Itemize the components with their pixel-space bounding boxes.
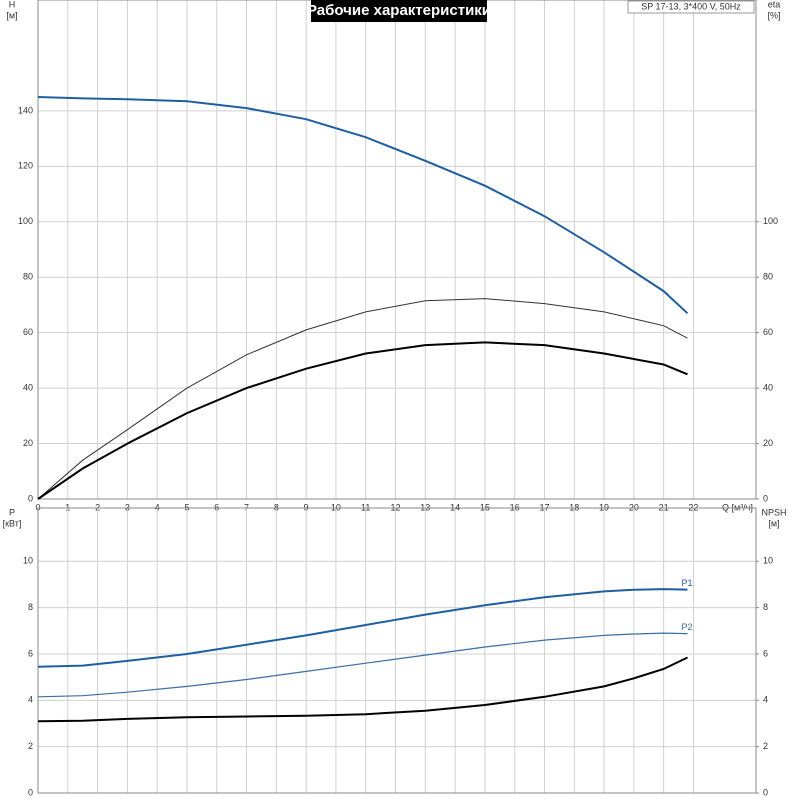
x-tick-label: 17 [539,502,549,512]
y-axis-unit: [кВт] [3,518,22,528]
y2-tick-label: 6 [763,648,768,658]
x-tick-label: 9 [304,502,309,512]
x-tick-label: 10 [331,502,341,512]
y2-tick-label: 100 [763,216,778,226]
x-tick-label: 5 [184,502,189,512]
x-tick-label: 22 [688,502,698,512]
x-tick-label: 1 [65,502,70,512]
y-tick-label: 20 [23,438,33,448]
x-tick-label: 0 [35,502,40,512]
y-tick-label: 140 [18,105,33,115]
y-tick-label: 60 [23,327,33,337]
x-tick-label: 4 [155,502,160,512]
x-tick-label: 7 [244,502,249,512]
y2-tick-label: 40 [763,382,773,392]
grid [37,0,756,500]
x-tick-label: 8 [274,502,279,512]
y2-tick-label: 80 [763,272,773,282]
series-line [37,341,688,500]
y-tick-label: 120 [18,161,33,171]
y-tick-label: 40 [23,382,33,392]
y2-tick-label: 0 [763,493,768,503]
series-line [37,632,688,698]
y-tick-label: 0 [28,493,33,503]
y2-tick-label: 2 [763,741,768,751]
plot-frame [37,0,757,500]
y2-tick-label: 8 [763,602,768,612]
y2-tick-label: 60 [763,327,773,337]
y-axis-unit: [м] [6,10,17,20]
y-axis-label: P [9,507,15,517]
x-axis-label: Q [м³/ч] [722,502,753,512]
x-tick-label: 19 [599,502,609,512]
series-line [37,298,688,500]
x-tick-label: 16 [510,502,520,512]
series-line [37,656,688,723]
annotation: SP 17-13, 3*400 V, 50Hz [641,1,741,11]
series-line [37,96,689,315]
series-line [37,588,688,668]
y-tick-label: 10 [23,556,33,566]
y-axis-label: H [9,0,16,9]
x-tick-label: 20 [629,502,639,512]
y-tick-label: 2 [28,741,33,751]
x-tick-label: 2 [95,502,100,512]
grid [37,508,756,794]
x-tick-label: 12 [391,502,401,512]
x-tick-label: 18 [569,502,579,512]
y-tick-label: 0 [28,787,33,797]
y-tick-label: 100 [18,216,33,226]
series-label: P2 [681,622,692,632]
x-tick-label: 11 [361,502,370,512]
y2-axis-unit: [м] [768,518,779,528]
y-tick-label: 80 [23,272,33,282]
plot-frame [37,507,757,794]
x-tick-label: 21 [659,502,669,512]
x-tick-label: 6 [214,502,219,512]
y2-tick-label: 0 [763,787,768,797]
x-tick-label: 3 [125,502,130,512]
annotation-box [627,0,755,14]
y2-tick-label: 20 [763,438,773,448]
chart-title: Рабочие характеристики [307,2,491,19]
x-tick-label: 13 [420,502,430,512]
series-label: P1 [681,578,692,588]
y2-tick-label: 4 [763,695,768,705]
y2-tick-label: 10 [763,556,773,566]
y2-axis-label: eta [768,0,781,9]
title-box [311,0,487,22]
x-tick-label: 15 [480,502,490,512]
y2-axis-label: NPSH [761,507,786,517]
y-tick-label: 8 [28,602,33,612]
y-tick-label: 4 [28,695,33,705]
y-tick-label: 6 [28,648,33,658]
x-tick-label: 14 [450,502,460,512]
y2-axis-unit: [%] [767,10,780,20]
